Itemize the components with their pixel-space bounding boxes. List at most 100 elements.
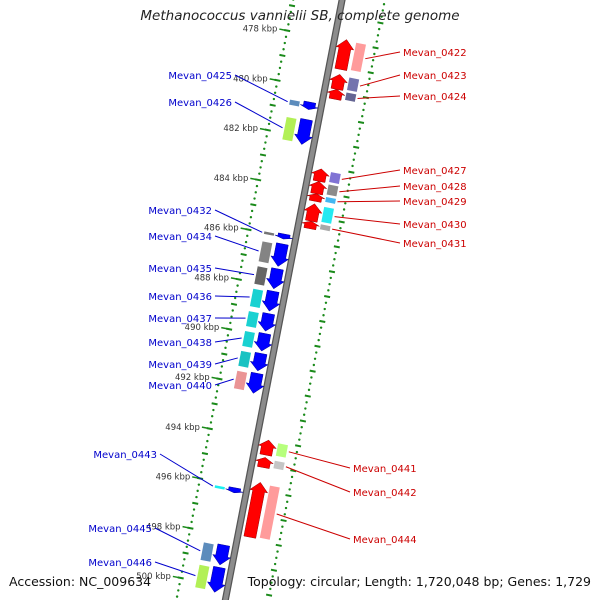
genome-backbone <box>221 0 346 600</box>
ring-major-tick <box>240 252 247 257</box>
ring-dot <box>275 556 278 560</box>
ring-major-tick <box>328 270 336 274</box>
scale-tick-label: 494 kbp <box>165 423 200 433</box>
reverse-gene-arrow[interactable] <box>243 482 269 539</box>
scale-tick-label: 482 kbp <box>223 124 258 134</box>
reverse-gene-arrow[interactable] <box>310 168 331 183</box>
ring-dot <box>279 60 283 63</box>
forward-gene-arrow[interactable] <box>261 289 281 312</box>
forward-gene-arrow[interactable] <box>245 371 265 394</box>
reverse-gene-arrow[interactable] <box>334 39 355 71</box>
reverse-gene-label[interactable]: Mevan_0431 <box>403 239 467 250</box>
forward-gene-label[interactable]: Mevan_0435 <box>148 264 212 275</box>
forward-gene-arrow[interactable] <box>206 566 226 593</box>
ring-dot <box>190 520 193 524</box>
reverse-gene-label[interactable]: Mevan_0429 <box>403 197 467 208</box>
forward-gene-feature <box>242 331 255 348</box>
forward-gene-label[interactable]: Mevan_0440 <box>148 381 212 392</box>
forward-gene-leader <box>214 267 255 276</box>
forward-gene-label[interactable]: Mevan_0445 <box>88 524 152 535</box>
forward-gene-label[interactable]: Mevan_0432 <box>148 206 212 217</box>
forward-gene-arrow[interactable] <box>265 267 285 290</box>
reverse-gene-arrow[interactable] <box>308 181 328 196</box>
forward-gene-arrow[interactable] <box>225 486 244 494</box>
forward-gene-label[interactable]: Mevan_0437 <box>148 314 212 325</box>
reverse-gene-arrow[interactable] <box>328 74 348 91</box>
forward-gene-feature <box>246 311 259 328</box>
ring-dot <box>278 66 282 70</box>
ring-dot <box>288 16 291 20</box>
ring-dot <box>283 41 286 45</box>
ring-major-tick <box>269 103 276 107</box>
forward-gene-arrow[interactable] <box>294 118 313 145</box>
forward-gene-arrow[interactable] <box>212 543 232 566</box>
ring-dot <box>270 110 273 113</box>
reverse-gene-arrow[interactable] <box>255 457 274 469</box>
ring-dot <box>225 340 228 343</box>
scale-tick-mark <box>201 426 208 430</box>
forward-gene-leader <box>214 337 242 343</box>
ring-dot <box>226 334 230 337</box>
forward-gene-arrow[interactable] <box>257 312 277 332</box>
ring-major-tick <box>290 469 297 473</box>
ring-dot <box>277 72 280 76</box>
forward-gene-arrow[interactable] <box>300 100 319 110</box>
forward-gene-leader <box>154 561 196 577</box>
reverse-gene-arrow[interactable] <box>307 193 325 203</box>
reverse-gene-arrow[interactable] <box>257 439 277 457</box>
ring-dot <box>313 357 317 360</box>
reverse-gene-label[interactable]: Mevan_0442 <box>353 488 417 499</box>
forward-gene-label[interactable]: Mevan_0436 <box>148 292 212 303</box>
reverse-gene-arrow[interactable] <box>327 89 346 101</box>
reverse-gene-label[interactable]: Mevan_0430 <box>403 220 467 231</box>
forward-gene-arrow[interactable] <box>253 332 273 352</box>
reverse-gene-label[interactable]: Mevan_0427 <box>403 166 467 177</box>
reverse-gene-label[interactable]: Mevan_0444 <box>353 535 417 546</box>
reverse-gene-label[interactable]: Mevan_0424 <box>403 92 467 103</box>
forward-gene-label[interactable]: Mevan_0439 <box>148 360 212 371</box>
forward-gene-leader <box>234 74 288 103</box>
forward-gene-leader <box>214 235 259 252</box>
ring-dot <box>235 290 238 294</box>
forward-gene-label[interactable]: Mevan_0434 <box>148 232 212 243</box>
scale-tick-label: 500 kbp <box>136 572 171 582</box>
forward-gene-arrow[interactable] <box>274 232 293 240</box>
forward-gene-arrow[interactable] <box>249 352 269 372</box>
forward-gene-label[interactable]: Mevan_0446 <box>88 558 152 569</box>
reverse-gene-arrow[interactable] <box>303 203 323 223</box>
ring-dot <box>334 251 337 255</box>
ring-dot <box>339 226 342 230</box>
reverse-gene-label[interactable]: Mevan_0441 <box>353 464 417 475</box>
ring-dot <box>318 332 322 336</box>
ring-dot <box>284 506 288 510</box>
ring-dot <box>282 48 285 51</box>
reverse-gene-label[interactable]: Mevan_0422 <box>403 48 467 59</box>
outer-tick-ring <box>175 0 386 598</box>
forward-gene-label[interactable]: Mevan_0425 <box>168 71 232 82</box>
reverse-gene-feature <box>275 443 288 458</box>
ring-dot <box>200 471 203 474</box>
ring-dot <box>264 141 267 144</box>
forward-gene-label[interactable]: Mevan_0438 <box>148 338 212 349</box>
ring-major-tick <box>348 170 355 174</box>
ring-dot <box>307 388 311 392</box>
forward-gene-label[interactable]: Mevan_0426 <box>168 98 232 109</box>
backbone-line <box>223 0 345 600</box>
forward-gene-label[interactable]: Mevan_0443 <box>93 450 157 461</box>
forward-gene-leader <box>214 357 238 365</box>
reverse-gene-label[interactable]: Mevan_0428 <box>403 182 467 193</box>
reverse-gene-feature <box>326 184 339 197</box>
reverse-gene-label[interactable]: Mevan_0423 <box>403 71 467 82</box>
reverse-gene-leader <box>288 451 351 469</box>
ring-dot <box>269 116 272 119</box>
ring-major-tick <box>259 153 267 157</box>
ring-dot <box>286 500 289 504</box>
ring-major-tick <box>285 494 292 498</box>
ring-major-tick <box>288 4 296 8</box>
reverse-gene-leader <box>337 200 401 203</box>
forward-gene-arrow[interactable] <box>270 242 290 267</box>
reverse-gene-arrow[interactable] <box>301 220 320 231</box>
reverse-gene-feature <box>319 224 331 232</box>
scale-tick-mark <box>172 575 179 579</box>
ring-dot <box>278 537 282 541</box>
